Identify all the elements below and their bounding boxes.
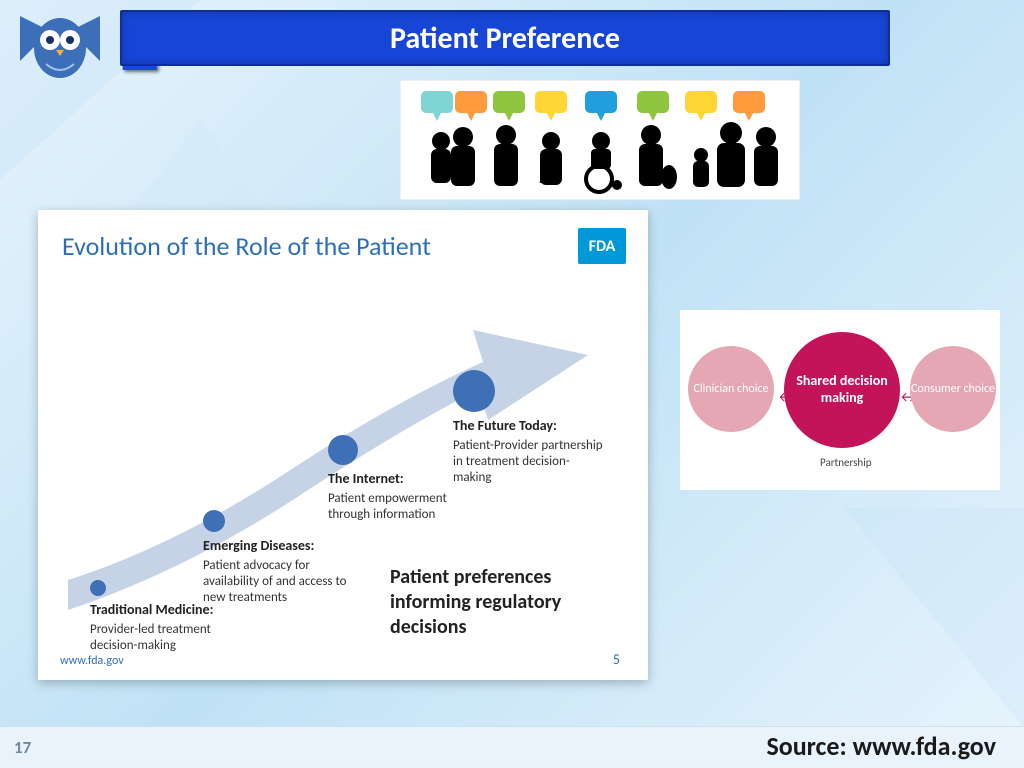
stage-dot <box>203 510 225 532</box>
owl-logo-icon <box>10 6 110 86</box>
sdm-clinician-circle: Clinician choice <box>688 346 774 432</box>
page-number: 17 <box>14 737 31 758</box>
stage-dot <box>90 580 106 596</box>
stage-body: Provider-led treatment decision-making <box>90 622 240 655</box>
bg-facet <box>844 508 1024 728</box>
stage-dot <box>453 370 495 412</box>
sdm-middle-circle: Shared decision making <box>784 332 900 448</box>
shared-decision-diagram: Clinician choice ↔ Shared decision makin… <box>680 310 1000 490</box>
slide-title-banner: Patient Preference <box>120 10 890 66</box>
stage-body: Patient advocacy for availability of and… <box>203 558 353 607</box>
fda-inner-page: 5 <box>613 651 620 668</box>
stage-body: Patient empowerment through information <box>328 491 478 524</box>
fda-url: www.fda.gov <box>60 654 124 668</box>
stage-title: The Future Today: <box>453 418 603 435</box>
fda-card-title: Evolution of the Role of the Patient <box>62 230 624 262</box>
sdm-consumer-circle: Consumer choice <box>910 346 996 432</box>
sdm-caption: Partnership <box>820 456 872 469</box>
fda-bold-caption: Patient preferences informing regulatory… <box>390 565 620 640</box>
source-text: Source: www.fda.gov <box>766 730 996 762</box>
fda-evolution-card: Evolution of the Role of the Patient FDA… <box>38 210 648 680</box>
evolution-stage: The Future Today: Patient-Provider partne… <box>453 370 603 487</box>
stage-body: Patient-Provider partnership in treatmen… <box>453 438 603 487</box>
people-silhouettes-graphic <box>400 80 800 200</box>
sdm-right-label: Consumer choice <box>911 382 995 396</box>
stage-dot <box>328 435 358 465</box>
fda-badge: FDA <box>578 228 626 264</box>
sdm-left-label: Clinician choice <box>693 382 768 396</box>
sdm-middle-label: Shared decision making <box>784 373 900 407</box>
evolution-stage: Emerging Diseases: Patient advocacy for a… <box>203 510 353 607</box>
stage-title: Emerging Diseases: <box>203 538 353 555</box>
